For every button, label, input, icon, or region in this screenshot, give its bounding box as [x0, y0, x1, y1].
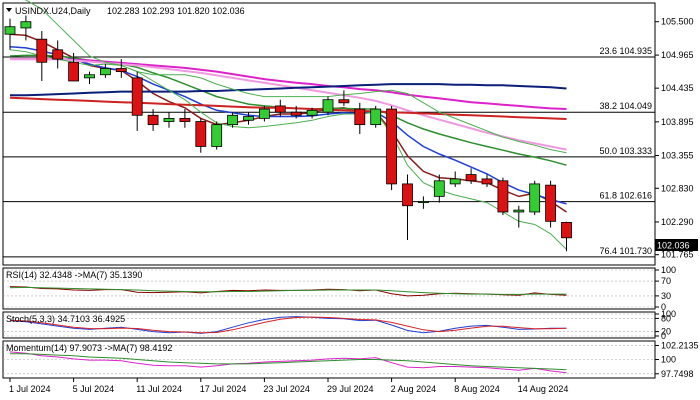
candle-body: [211, 124, 223, 147]
price-tick-label: 101.765: [661, 250, 694, 260]
candle-body: [52, 49, 64, 60]
time-tick-label: 2 Aug 2024: [391, 384, 437, 394]
candle-body: [497, 180, 509, 213]
candle-body: [338, 99, 350, 104]
time-tick-label: 17 Jul 2024: [200, 384, 247, 394]
panel-tick-label: 100: [661, 265, 676, 275]
panel-tick-label: 70: [661, 276, 671, 286]
candle-body: [36, 38, 48, 63]
price-tick-label: 105.500: [661, 17, 694, 27]
candle-body: [258, 108, 270, 119]
symbol-arrow-icon: [6, 8, 12, 12]
panel-line: [10, 353, 567, 371]
price-tick-label: 104.435: [661, 83, 694, 93]
panel-line: [9, 286, 567, 295]
panel-tick-label: 97.7498: [661, 369, 694, 379]
candle-body: [147, 114, 159, 126]
time-tick-label: 23 Jul 2024: [263, 384, 310, 394]
time-tick-label: 5 Jul 2024: [73, 384, 115, 394]
candle-body: [561, 221, 572, 239]
candle-body: [306, 109, 318, 116]
candle-body: [481, 178, 493, 185]
candle-body: [449, 178, 461, 185]
fib-level-label: 23.6 104.935: [599, 46, 652, 56]
candle-body: [274, 105, 286, 113]
rsi-panel-frame: [2, 267, 656, 310]
indicator-line: [10, 83, 567, 97]
panel-tick-label: 20: [661, 327, 671, 337]
indicator-line: [23, 0, 567, 154]
fib-level-label: 61.8 102.616: [599, 191, 652, 201]
candle-body: [20, 21, 32, 29]
panel-tick-label: 0: [661, 302, 666, 312]
panel-tick-label: 100: [661, 309, 676, 319]
time-tick-label: 8 Aug 2024: [454, 384, 500, 394]
fib-level-label: 76.4 101.730: [599, 246, 652, 256]
candle-body: [84, 74, 95, 79]
candle-body: [417, 200, 429, 204]
last-price-label: 102.036: [657, 241, 690, 251]
price-tick-label: 103.355: [661, 151, 694, 161]
price-tick-label: 104.965: [661, 50, 694, 60]
candle-body: [354, 108, 366, 126]
time-tick-label: 14 Aug 2024: [518, 384, 569, 394]
last-price-badge: [655, 239, 698, 251]
panel-line: [9, 351, 567, 374]
candle-body: [179, 118, 191, 122]
price-tick-label: 102.830: [661, 183, 694, 193]
candle-body: [243, 116, 254, 121]
fib-level-label: 50.0 103.333: [599, 146, 652, 156]
ohlc-readout: 102.283 102.293 101.820 102.036: [107, 6, 245, 16]
indicator-line: [9, 49, 567, 250]
panel-tick-label: 30: [661, 291, 671, 301]
indicator-line: [9, 96, 567, 120]
panel-tick-label: 102.2135: [661, 340, 699, 350]
fib-level-label: 38.2 104.049: [599, 101, 652, 111]
price-tick-label: 103.895: [661, 117, 694, 127]
candle-body: [4, 26, 16, 35]
candle-body: [290, 111, 302, 116]
price-panel-frame: [2, 2, 656, 266]
candle-body: [513, 209, 525, 213]
stoch-panel-frame: [2, 311, 656, 339]
stoch-label: Stoch(5,3,3) 34.7103 36.4925: [6, 314, 125, 324]
panel-line: [9, 316, 567, 334]
price-axis: 105.500 104.965 104.435 103.895 103.355 102.8…: [655, 17, 694, 260]
candle-body: [322, 99, 334, 113]
candle-body: [386, 108, 398, 185]
time-tick-label: 11 Jul 2024: [136, 384, 182, 394]
candle-body: [131, 77, 143, 116]
chart-title: USINDX.U24,Daily: [15, 6, 91, 16]
candle-body: [100, 68, 111, 76]
panel-tick-label: 80: [661, 313, 671, 323]
candle-body: [115, 68, 127, 73]
candle-body: [465, 174, 477, 182]
panel-tick-label: 100: [661, 355, 676, 365]
time-axis: 1 Jul 2024 5 Jul 2024 11 Jul 2024 17 Jul 20…: [9, 378, 568, 394]
candle-body: [529, 183, 541, 213]
price-tick-label: 102.290: [661, 217, 694, 227]
panel-tick-label: 0: [661, 331, 666, 341]
candle-body: [227, 114, 239, 126]
indicator-line: [9, 45, 567, 205]
candle-body: [370, 108, 382, 126]
time-tick-label: 1 Jul 2024: [9, 384, 51, 394]
candlesticks: [4, 15, 572, 252]
candle-body: [195, 121, 207, 147]
candle-body: [163, 118, 175, 122]
candle-body: [545, 184, 556, 222]
indicator-line: [10, 58, 567, 151]
candle-body: [68, 61, 79, 82]
rsi-label: RSI(14) 32.4348 ->MA(7) 35.1390: [6, 270, 142, 280]
time-tick-label: 29 Jul 2024: [327, 384, 374, 394]
candle-body: [402, 183, 413, 207]
candle-body: [433, 180, 445, 197]
momentum-label: Momentum(14) 97.9073 ->MA(7) 98.4192: [6, 343, 172, 353]
